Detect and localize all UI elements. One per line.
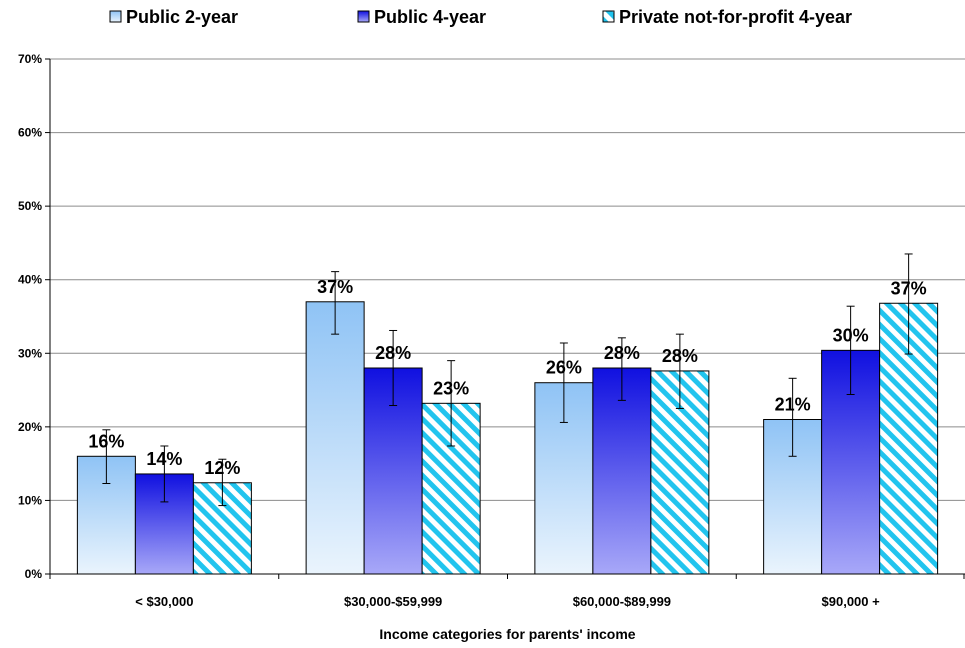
data-label: 28% (604, 343, 640, 363)
data-labels: 16% 14% 12% 37% 28% 23% 26% 28% 28% 21% 30% 37% (88, 277, 926, 478)
y-tick-label: 50% (18, 199, 42, 213)
data-label: 12% (204, 458, 240, 478)
legend-swatch (357, 10, 370, 23)
legend-label: Private not-for-profit 4-year (619, 7, 852, 27)
y-tick-label: 0% (25, 567, 43, 581)
data-label: 28% (375, 343, 411, 363)
data-label: 16% (88, 431, 124, 451)
data-label: 21% (775, 395, 811, 415)
y-tick-label: 20% (18, 420, 42, 434)
data-label: 14% (146, 449, 182, 469)
bar (592, 367, 652, 575)
y-tick-label: 70% (18, 52, 42, 66)
y-tick-label: 40% (18, 273, 42, 287)
bar (305, 301, 365, 575)
x-tick-label: < $30,000 (135, 594, 193, 609)
y-axis: 0% 10% 20% 30% 40% 50% 60% 70% (18, 52, 51, 581)
legend: Public 2-year Public 4-year Private not-fo… (109, 7, 852, 27)
legend-label: Public 4-year (374, 7, 486, 27)
y-tick-label: 60% (18, 126, 42, 140)
legend-label: Public 2-year (126, 7, 238, 27)
data-label: 28% (662, 346, 698, 366)
bars (76, 301, 939, 575)
y-tick-label: 10% (18, 493, 42, 507)
y-tick-label: 30% (18, 346, 42, 360)
x-tick-label: $90,000 + (822, 594, 881, 609)
x-axis: < $30,000 $30,000-$59,999 $60,000-$89,999 $… (49, 573, 965, 609)
data-label: 26% (546, 358, 582, 378)
legend-swatch (602, 10, 615, 23)
data-label: 37% (317, 277, 353, 297)
grid-lines (50, 58, 965, 501)
data-label: 30% (833, 325, 869, 345)
error-bars (102, 253, 913, 507)
x-axis-title: Income categories for parents' income (379, 626, 635, 642)
x-tick-label: $30,000-$59,999 (344, 594, 442, 609)
legend-swatch (109, 10, 122, 23)
data-label: 37% (891, 278, 927, 298)
data-label: 23% (433, 378, 469, 398)
x-tick-label: $60,000-$89,999 (573, 594, 671, 609)
